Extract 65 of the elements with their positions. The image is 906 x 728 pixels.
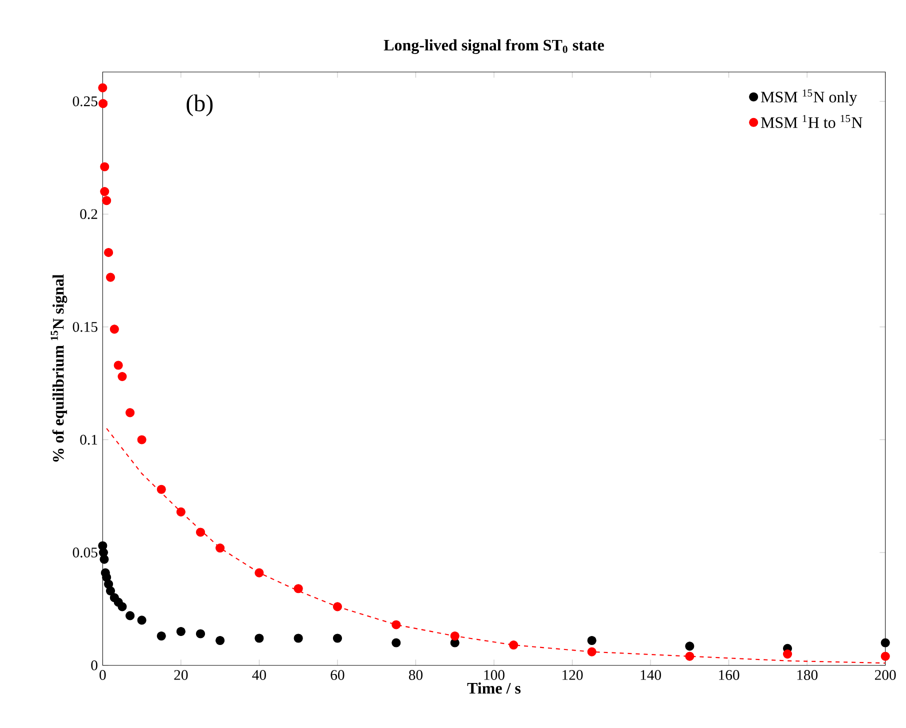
point	[196, 629, 206, 638]
point	[254, 568, 264, 578]
y-tick-label: 0.25	[72, 96, 98, 106]
x-tick-label: 40	[252, 670, 266, 680]
point	[509, 640, 518, 650]
point	[156, 631, 166, 641]
point	[392, 638, 401, 648]
x-tick-label: 200	[874, 670, 896, 680]
point	[587, 647, 596, 656]
point	[102, 196, 112, 206]
legend-label: MSM $^{1}$H to $^{15}$N	[760, 114, 862, 128]
x-tick-label: 120	[562, 670, 583, 680]
point	[685, 642, 694, 651]
point	[685, 652, 694, 661]
y-tick-label: 0.1	[80, 434, 98, 445]
point	[98, 99, 108, 108]
y-axis-title: % of equilibrium $^{15}$N signal	[50, 274, 68, 462]
point	[110, 324, 119, 334]
point	[98, 83, 108, 92]
x-tick-label: 60	[330, 670, 344, 680]
point	[332, 634, 342, 643]
point	[104, 248, 114, 258]
point	[126, 408, 135, 418]
point	[100, 554, 109, 564]
point	[196, 528, 206, 537]
x-tick-label: 180	[797, 670, 818, 680]
point	[126, 611, 135, 620]
x-tick-label: 20	[174, 670, 188, 680]
point	[216, 636, 225, 646]
point	[392, 620, 401, 630]
point	[782, 650, 792, 659]
x-tick-label: 160	[719, 670, 740, 680]
x-tick-label: 140	[640, 670, 661, 680]
point	[118, 372, 127, 382]
legend-label: MSM $^{15}$N only	[760, 89, 858, 106]
y-tick-label: 0	[91, 660, 98, 670]
point	[176, 507, 186, 516]
point	[294, 634, 303, 643]
point	[294, 584, 303, 594]
point	[156, 484, 166, 494]
point	[176, 626, 186, 636]
x-tick-label: 80	[408, 670, 423, 680]
chart-title: Long-lived signal from ST$_{0}$ state	[384, 39, 604, 54]
point	[137, 435, 146, 444]
point	[254, 634, 264, 643]
y-tick-label: 0.15	[72, 322, 98, 332]
point	[216, 543, 225, 553]
point	[114, 360, 123, 370]
point	[587, 636, 596, 646]
point	[100, 162, 110, 172]
point	[106, 272, 116, 282]
point	[332, 602, 342, 612]
point	[106, 586, 116, 596]
x-axis-title: Time / s	[467, 682, 521, 694]
point	[118, 602, 127, 612]
point	[450, 631, 460, 641]
point	[100, 187, 110, 196]
y-tick-label: 0.2	[80, 209, 98, 220]
x-tick-label: 100	[484, 670, 504, 680]
point	[137, 616, 146, 625]
x-tick-label: 0	[100, 670, 106, 680]
point	[880, 652, 890, 661]
y-tick-label: 0.05	[72, 548, 98, 558]
annotation: (b)	[186, 94, 213, 116]
point	[880, 638, 890, 648]
